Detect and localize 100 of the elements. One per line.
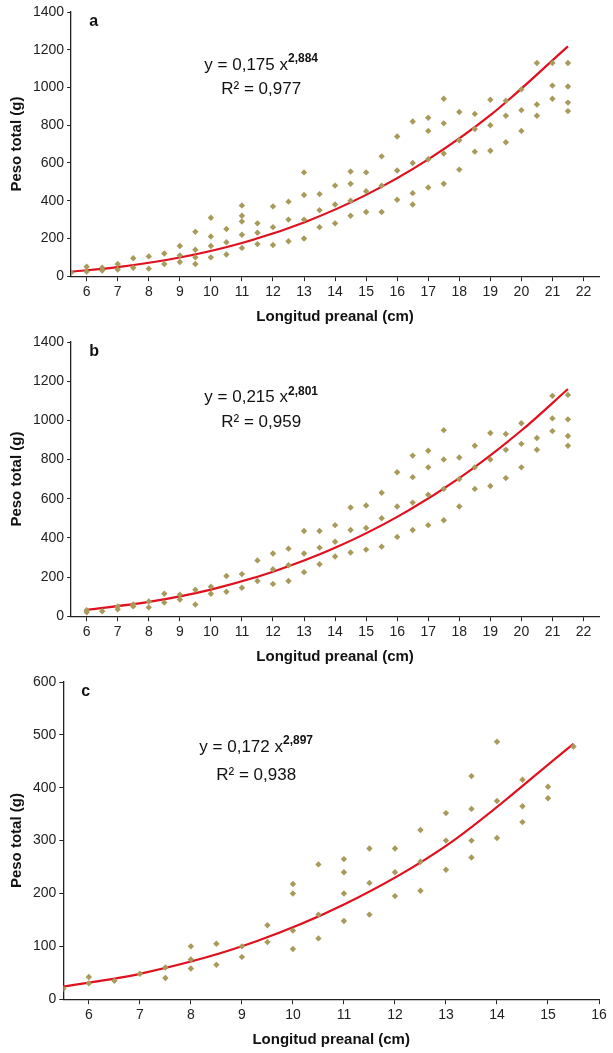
y-tick-label: 200 [40,229,65,246]
point [213,940,220,947]
point [468,772,475,780]
y-tick-label: 800 [40,116,65,133]
point [187,956,195,963]
x-axis-title: Longitud preanal (cm) [252,1030,410,1048]
point [519,818,526,826]
x-tick-label: 8 [144,623,153,640]
y-tick-label: 1400 [32,2,65,19]
point [264,921,271,929]
x-tick-label: 6 [82,283,91,300]
annotation: b [89,342,100,359]
point [264,938,271,946]
point [289,927,297,934]
x-tick-label: 7 [135,1006,144,1023]
point [544,783,552,790]
x-tick-label: 12 [387,1006,403,1023]
y-tick-label: 0 [48,990,57,1007]
point [340,855,348,863]
x-tick-label: 12 [265,623,281,640]
annotation: c [81,682,91,699]
x-tick-label: 22 [575,283,592,300]
x-tick-label: 6 [84,1006,93,1023]
point [417,826,424,834]
point [289,945,297,953]
x-tick-label: 8 [186,1006,195,1023]
point [315,935,322,942]
y-axis-title: Peso total (g) [7,96,25,192]
point [493,738,501,745]
y-tick-label: 1000 [32,411,65,428]
y-tick-label: 200 [40,567,65,584]
y-tick-label: 800 [40,450,65,467]
point [442,809,450,817]
point [366,911,373,918]
point [493,797,501,805]
x-tick-label: 15 [358,283,375,300]
point [544,795,552,802]
point [187,943,195,950]
point [468,854,475,861]
x-tick-label: 13 [296,623,313,640]
point [366,879,373,887]
x-tick-label: 10 [285,1006,301,1023]
y-tick-label: 400 [40,528,65,545]
point [238,953,246,961]
point [340,890,348,897]
point [391,845,399,852]
y-axis-title: Peso total (g) [7,793,25,889]
x-tick-label: 18 [451,283,468,300]
point [442,837,450,844]
point [417,887,424,895]
y-tick-label: 400 [33,778,57,795]
point [468,805,475,813]
x-tick-label: 16 [389,623,406,640]
point [136,970,144,978]
point [85,973,93,981]
y-tick-label: 1400 [32,332,65,349]
point [111,977,118,984]
x-tick-label: 15 [358,623,375,640]
y-tick-label: 0 [56,267,65,284]
point [187,965,195,972]
x-tick-label: 8 [144,283,153,300]
x-tick-label: 22 [575,623,592,640]
x-tick-label: 19 [482,283,499,300]
x-tick-label: 21 [544,283,561,300]
x-tick-label: 11 [234,623,250,640]
annotation: a [89,12,99,29]
point [468,837,475,844]
x-tick-label: 11 [336,1006,352,1023]
y-tick-label: 1200 [32,40,65,57]
x-tick-label: 14 [327,623,344,640]
x-tick-label: 16 [389,283,406,300]
point [238,943,246,950]
y-tick-label: 300 [33,831,57,848]
annotation: R² = 0,977 [221,78,302,98]
point [570,743,577,750]
point [519,776,526,783]
point [366,845,373,852]
x-tick-label: 14 [489,1006,505,1023]
point [289,880,297,888]
point [340,917,348,925]
x-tick-label: 17 [420,623,437,640]
point [493,834,501,842]
y-tick-label: 600 [33,672,57,689]
x-tick-label: 20 [513,283,530,300]
point [417,858,424,865]
point [315,911,322,918]
x-tick-label: 19 [482,623,499,640]
y-tick-label: 0 [56,607,65,624]
x-axis-title: Longitud preanal (cm) [256,307,414,325]
x-tick-label: 9 [175,283,184,300]
x-tick-label: 10 [203,623,219,640]
point [340,869,348,876]
point [213,961,220,969]
x-tick-label: 7 [113,283,122,300]
point [442,866,450,873]
point [162,974,169,982]
point [85,980,93,987]
x-tick-label: 13 [438,1006,454,1023]
y-tick-label: 200 [33,884,57,901]
x-tick-label: 20 [513,623,530,640]
